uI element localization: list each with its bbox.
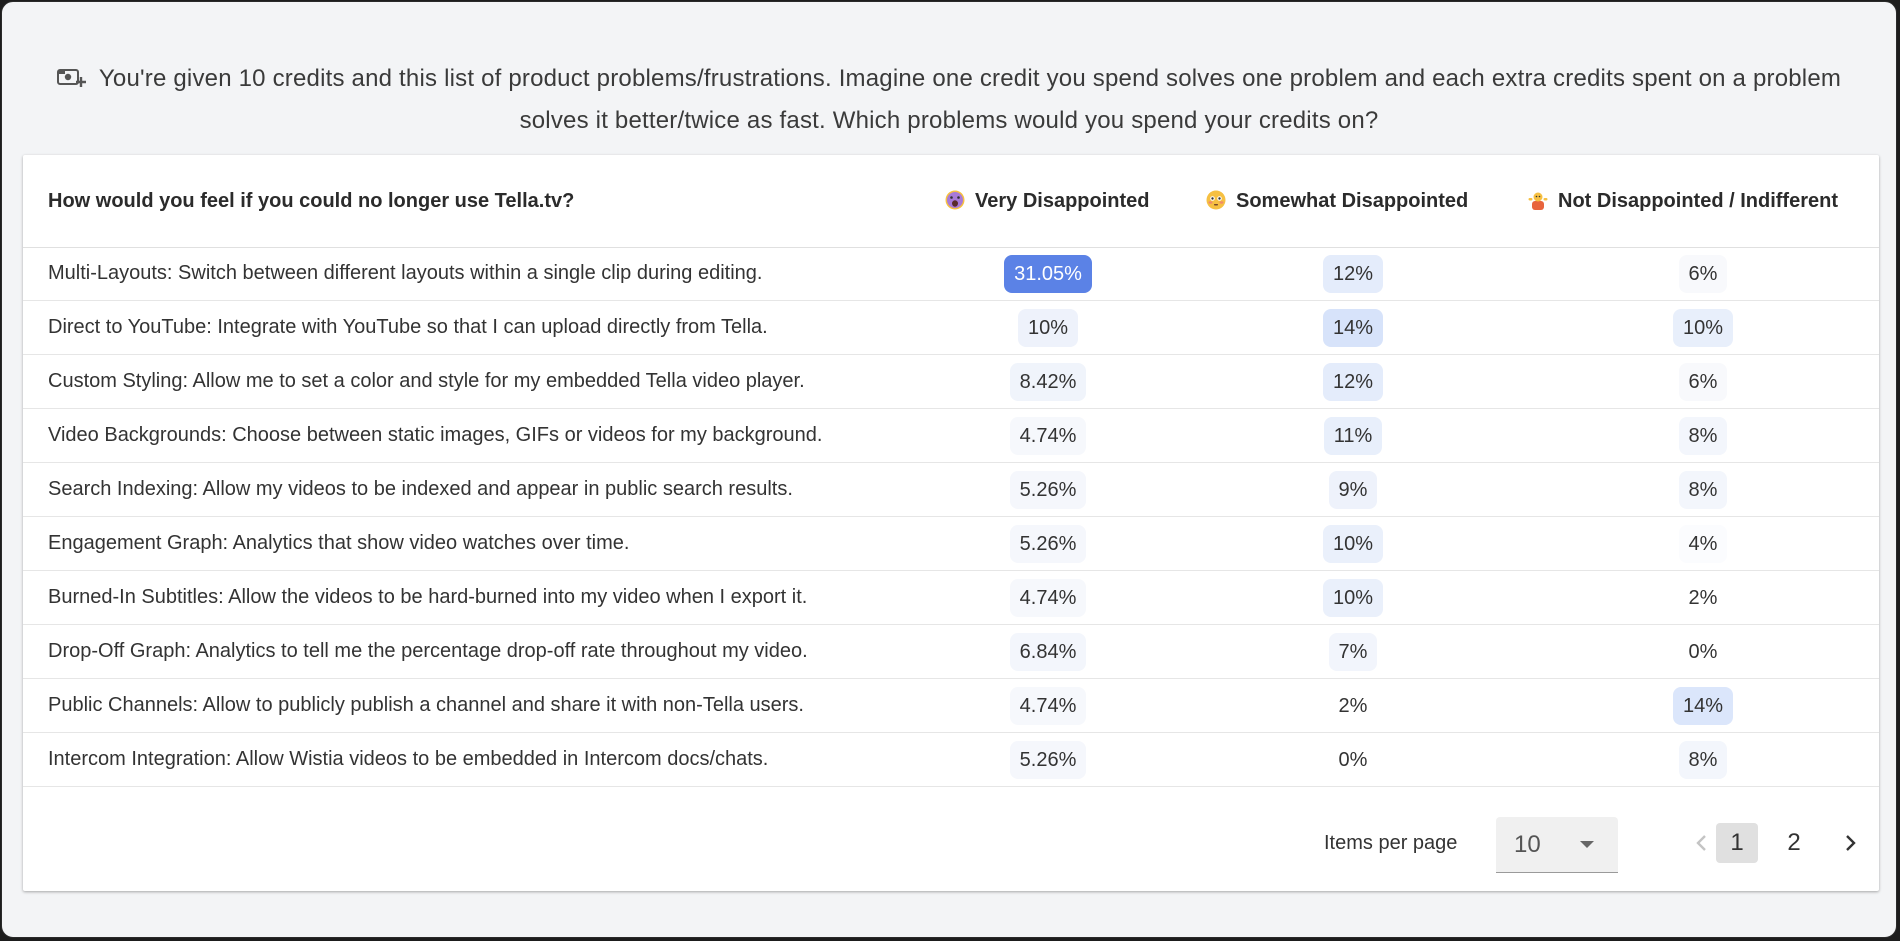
table-row: Multi-Layouts: Switch between different … (23, 247, 1879, 301)
value-somewhat-disappointed: 0% (1328, 740, 1378, 779)
value-not-disappointed: 8% (1678, 416, 1728, 455)
value-very-disappointed: 4.74% (1009, 578, 1087, 617)
value-not-disappointed: 14% (1672, 686, 1734, 725)
value-somewhat-disappointed: 10% (1322, 578, 1384, 617)
value-somewhat-disappointed: 11% (1323, 416, 1383, 455)
row-label: Direct to YouTube: Integrate with YouTub… (48, 316, 768, 338)
row-label: Multi-Layouts: Switch between different … (48, 262, 763, 284)
previous-page-button[interactable] (1681, 823, 1723, 863)
row-label: Drop-Off Graph: Analytics to tell me the… (48, 640, 808, 662)
next-page-button[interactable] (1829, 823, 1871, 863)
video-add-icon (56, 69, 86, 87)
table-body: Multi-Layouts: Switch between different … (23, 247, 1879, 787)
page-button-2[interactable]: 2 (1787, 829, 1801, 856)
table-row: Burned-In Subtitles: Allow the videos to… (23, 571, 1879, 625)
table-row: Public Channels: Allow to publicly publi… (23, 679, 1879, 733)
value-not-disappointed: 6% (1678, 362, 1728, 401)
value-somewhat-disappointed: 10% (1322, 524, 1384, 563)
dropdown-caret-icon (1580, 841, 1594, 848)
header-somewhat-disappointed: Somewhat Disappointed (1206, 155, 1486, 247)
row-label: Engagement Graph: Analytics that show vi… (48, 532, 630, 554)
row-label: Public Channels: Allow to publicly publi… (48, 694, 804, 716)
header-question: How would you feel if you could no longe… (48, 190, 575, 212)
table-row: Drop-Off Graph: Analytics to tell me the… (23, 625, 1879, 679)
crying-face-icon (945, 158, 965, 210)
value-not-disappointed: 10% (1672, 308, 1734, 347)
survey-question-text: You're given 10 credits and this list of… (98, 65, 1842, 134)
row-label: Intercom Integration: Allow Wistia video… (48, 748, 769, 770)
value-not-disappointed: 8% (1678, 470, 1728, 509)
value-very-disappointed: 5.26% (1009, 470, 1087, 509)
table-row: Search Indexing: Allow my videos to be i… (23, 463, 1879, 517)
value-somewhat-disappointed: 12% (1322, 362, 1384, 401)
table-row: Intercom Integration: Allow Wistia video… (23, 733, 1879, 787)
flushed-face-icon (1206, 158, 1226, 210)
value-very-disappointed: 8.42% (1009, 362, 1087, 401)
value-not-disappointed: 8% (1678, 740, 1728, 779)
items-per-page-value: 10 (1514, 831, 1541, 858)
value-somewhat-disappointed: 9% (1328, 470, 1378, 509)
table-header: How would you feel if you could no longe… (23, 155, 1879, 248)
table-row: Custom Styling: Allow me to set a color … (23, 355, 1879, 409)
table-paginator: Items per page 10 1 2 (23, 795, 1879, 891)
table-row: Engagement Graph: Analytics that show vi… (23, 517, 1879, 571)
value-not-disappointed: 4% (1678, 524, 1728, 563)
shrugging-person-icon (1528, 158, 1548, 210)
chevron-left-icon (1696, 835, 1706, 851)
value-very-disappointed: 6.84% (1009, 632, 1087, 671)
value-not-disappointed: 2% (1678, 578, 1728, 617)
value-somewhat-disappointed: 7% (1328, 632, 1378, 671)
results-table: How would you feel if you could no longe… (23, 155, 1879, 891)
value-not-disappointed: 0% (1678, 632, 1728, 671)
table-row: Direct to YouTube: Integrate with YouTub… (23, 301, 1879, 355)
row-label: Video Backgrounds: Choose between static… (48, 424, 823, 446)
row-label: Burned-In Subtitles: Allow the videos to… (48, 586, 808, 608)
header-very-disappointed: Very Disappointed (945, 155, 1165, 247)
value-very-disappointed: 10% (1017, 308, 1079, 347)
page-button-1[interactable]: 1 (1716, 823, 1758, 863)
items-per-page-select[interactable]: 10 (1496, 817, 1618, 873)
value-somewhat-disappointed: 14% (1322, 308, 1384, 347)
row-label: Search Indexing: Allow my videos to be i… (48, 478, 793, 500)
value-very-disappointed: 5.26% (1009, 740, 1087, 779)
value-not-disappointed: 6% (1678, 254, 1728, 293)
value-very-disappointed: 5.26% (1009, 524, 1087, 563)
table-row: Video Backgrounds: Choose between static… (23, 409, 1879, 463)
value-very-disappointed: 4.74% (1009, 416, 1087, 455)
items-per-page-label: Items per page (1324, 832, 1458, 854)
value-somewhat-disappointed: 2% (1328, 686, 1378, 725)
header-not-disappointed: Not Disappointed / Indifferent (1528, 155, 1868, 247)
value-very-disappointed: 31.05% (1004, 254, 1092, 293)
header-very-disappointed-label: Very Disappointed (975, 190, 1150, 212)
value-somewhat-disappointed: 12% (1322, 254, 1384, 293)
header-not-disappointed-label: Not Disappointed / Indifferent (1558, 190, 1838, 212)
header-somewhat-disappointed-label: Somewhat Disappointed (1236, 190, 1469, 212)
survey-question: You're given 10 credits and this list of… (22, 58, 1876, 142)
chevron-right-icon (1846, 835, 1856, 851)
value-very-disappointed: 4.74% (1009, 686, 1087, 725)
row-label: Custom Styling: Allow me to set a color … (48, 370, 805, 392)
